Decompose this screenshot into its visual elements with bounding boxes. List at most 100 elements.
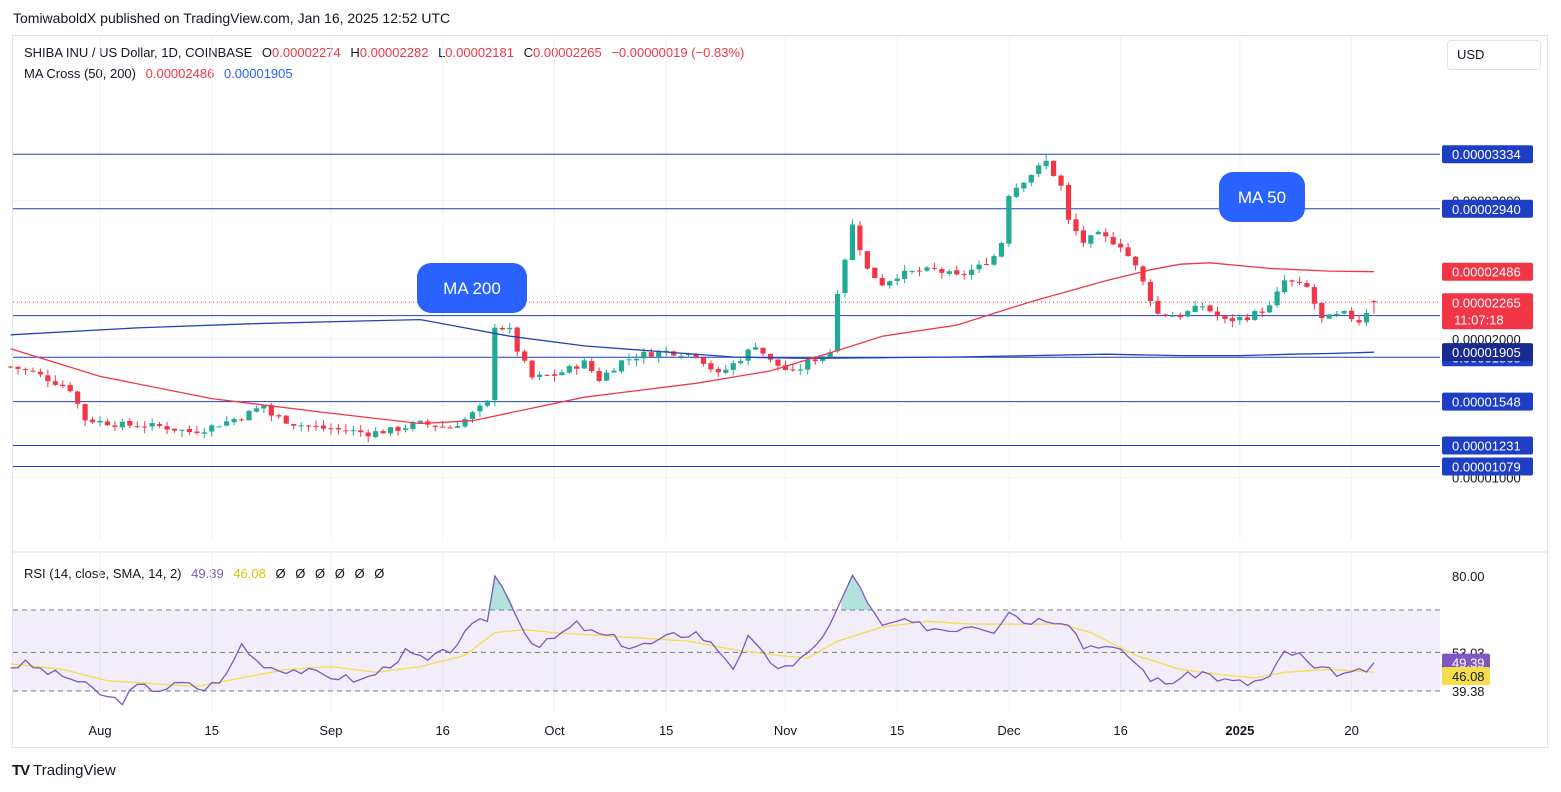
candle-down bbox=[1311, 287, 1317, 304]
candle-down bbox=[1132, 256, 1139, 266]
candle-down bbox=[1356, 319, 1362, 323]
rsi-na-value: Ø bbox=[275, 566, 286, 581]
candle-up bbox=[462, 419, 468, 427]
candle-down bbox=[939, 269, 945, 273]
rsi-sma-value: 46.08 bbox=[233, 566, 266, 581]
candle-down bbox=[134, 426, 140, 428]
time-axis-tick: 2025 bbox=[1225, 723, 1254, 738]
ma200-annotation: MA 200 bbox=[417, 263, 527, 313]
ma50-value: 0.00002486 bbox=[145, 66, 215, 81]
candle-down bbox=[306, 425, 312, 427]
candle-up bbox=[1334, 313, 1340, 316]
candle-up bbox=[1192, 305, 1198, 312]
price-label-box bbox=[1442, 199, 1533, 218]
candle-down bbox=[514, 327, 520, 352]
candle-up bbox=[1281, 280, 1288, 293]
candle-down bbox=[447, 427, 453, 429]
candle-down bbox=[522, 351, 528, 361]
currency-selector[interactable]: USD bbox=[1447, 40, 1541, 70]
candle-up bbox=[924, 267, 930, 271]
candle-down bbox=[1289, 280, 1295, 282]
candle-up bbox=[618, 360, 625, 372]
current-price-label: 0.00002265 11:07:18 bbox=[1442, 293, 1533, 330]
low-label: L bbox=[438, 45, 446, 60]
candle-down bbox=[67, 385, 73, 392]
candle-down bbox=[45, 375, 51, 382]
candle-up bbox=[1013, 187, 1019, 197]
level-price-label: 0.00001548 bbox=[1442, 392, 1533, 411]
candle-down bbox=[268, 405, 274, 416]
candle-down bbox=[104, 421, 111, 426]
candle-down bbox=[1296, 281, 1303, 283]
rsi-na-value: Ø bbox=[374, 566, 385, 581]
candle-up bbox=[1237, 317, 1243, 321]
candle-up bbox=[566, 366, 572, 373]
candle-up bbox=[373, 431, 379, 438]
candle-down bbox=[164, 426, 170, 430]
high-value: 0.00002282 bbox=[359, 45, 429, 60]
time-axis-tick: 15 bbox=[659, 723, 673, 738]
candle-down bbox=[1147, 281, 1154, 302]
candle-up bbox=[216, 426, 222, 428]
price-label-box bbox=[1442, 343, 1533, 362]
symbol-title[interactable]: SHIBA INU / US Dollar, 1D, COINBASE bbox=[24, 45, 253, 60]
candle-down bbox=[75, 391, 81, 404]
candle-up bbox=[1341, 310, 1347, 314]
candle-up bbox=[1095, 231, 1101, 235]
high-label: H bbox=[350, 45, 360, 60]
candle-up bbox=[469, 412, 476, 420]
candle-up bbox=[626, 359, 632, 361]
candle-down bbox=[1304, 283, 1310, 287]
candle-down bbox=[142, 426, 148, 428]
candle-up bbox=[492, 327, 498, 401]
level-price-label: 0.00001231 bbox=[1442, 436, 1533, 455]
candle-up bbox=[849, 224, 856, 260]
candle-down bbox=[983, 264, 990, 266]
chart-frame bbox=[12, 35, 1548, 748]
publisher-line: TomiwaboldX published on TradingView.com… bbox=[13, 10, 451, 26]
price-label-box bbox=[1442, 392, 1533, 411]
ma-legend: MA Cross (50, 200) 0.00002486 0.00001905 bbox=[24, 66, 293, 81]
candle-up bbox=[387, 427, 394, 434]
candle-down bbox=[1207, 305, 1213, 312]
rsi-value: 49.39 bbox=[191, 566, 224, 581]
open-value: 0.00002274 bbox=[272, 45, 341, 60]
candle-down bbox=[857, 225, 863, 251]
tradingview-branding[interactable]: TV TradingView bbox=[12, 762, 116, 779]
ma50-annotation: MA 50 bbox=[1219, 172, 1305, 222]
candle-down bbox=[432, 425, 438, 427]
candle-up bbox=[656, 351, 662, 357]
candle-up bbox=[350, 430, 356, 432]
rsi-na-value: Ø bbox=[295, 566, 306, 581]
candle-up bbox=[991, 256, 997, 265]
candle-down bbox=[1319, 302, 1325, 318]
candle-up bbox=[998, 243, 1005, 257]
candle-up bbox=[402, 428, 409, 431]
level-price-label: 0.00003334 bbox=[1442, 145, 1533, 164]
candle-up bbox=[484, 400, 490, 406]
candle-up bbox=[253, 408, 260, 412]
tradingview-logo-icon: TV bbox=[12, 762, 30, 779]
candle-down bbox=[1073, 219, 1079, 232]
candle-up bbox=[894, 278, 900, 282]
candle-up bbox=[887, 281, 893, 286]
candle-up bbox=[745, 349, 751, 361]
candle-down bbox=[22, 369, 29, 371]
candle-up bbox=[1274, 291, 1280, 306]
candle-down bbox=[157, 424, 163, 426]
candle-down bbox=[1058, 175, 1064, 186]
time-axis-tick: 16 bbox=[1113, 723, 1127, 738]
level-price-label: 0.00002940 bbox=[1442, 199, 1533, 218]
candle-down bbox=[335, 428, 341, 430]
candle-down bbox=[961, 273, 967, 275]
level-price-label: 0.00001079 bbox=[1442, 457, 1533, 476]
candle-up bbox=[455, 426, 461, 428]
candle-down bbox=[328, 428, 334, 430]
candle-up bbox=[410, 422, 416, 429]
ma-indicator-label[interactable]: MA Cross (50, 200) bbox=[24, 66, 136, 81]
candle-down bbox=[186, 429, 192, 433]
candle-up bbox=[1036, 165, 1042, 174]
rsi-indicator-label[interactable]: RSI (14, close, SMA, 14, 2) bbox=[24, 566, 182, 581]
candle-up bbox=[909, 271, 915, 273]
